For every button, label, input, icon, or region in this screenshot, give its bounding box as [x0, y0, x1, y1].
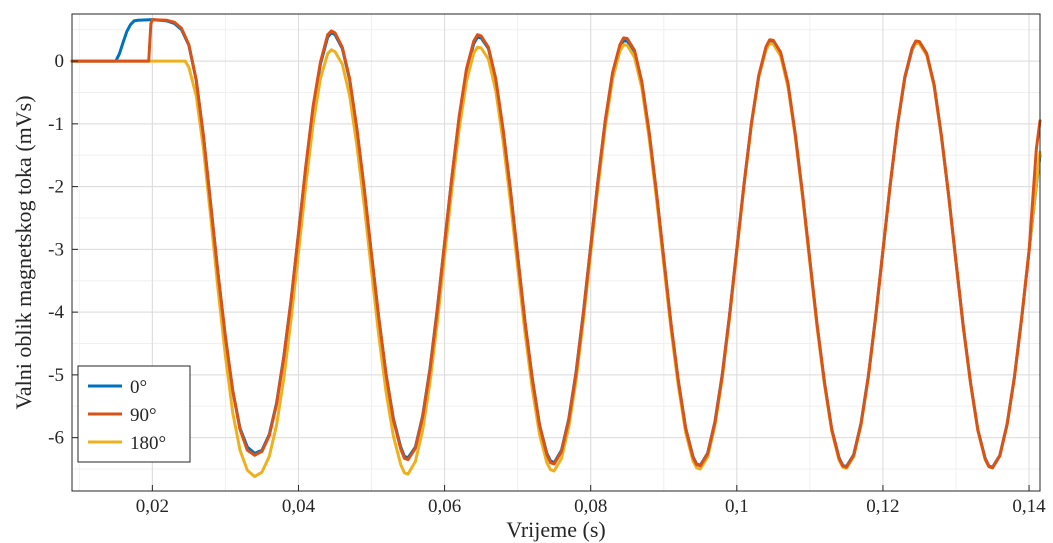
- y-tick-label: 0: [55, 51, 65, 72]
- y-tick-label: -6: [48, 428, 64, 449]
- tick-labels: 0,02 0,04 0,06 0,08 0,1 0,12 0,14 0 -1 -2 -3 -4 -5 -6: [48, 51, 1046, 517]
- y-axis-label: Valni oblik magnetskog toka (mVs): [11, 95, 36, 409]
- y-tick-label: -4: [48, 302, 64, 323]
- axis-ticks: [72, 60, 1030, 491]
- x-tick-label: 0,14: [1012, 496, 1046, 517]
- x-tick-label: 0,02: [136, 496, 169, 517]
- legend: 0° 90° 180°: [77, 365, 191, 463]
- plot-frame: [71, 13, 1041, 492]
- x-tick-label: 0,06: [428, 496, 461, 517]
- legend-label: 90°: [130, 405, 157, 426]
- legend-label: 180°: [130, 433, 166, 454]
- x-tick-label: 0,12: [866, 496, 899, 517]
- x-tick-label: 0,1: [725, 496, 749, 517]
- y-tick-label: -2: [48, 177, 64, 198]
- series-layer: [70, 18, 1042, 479]
- y-tick-label: -5: [48, 365, 64, 386]
- y-tick-label: -1: [48, 114, 64, 135]
- x-tick-label: 0,08: [574, 496, 607, 517]
- x-tick-label: 0,04: [282, 496, 316, 517]
- legend-label: 0°: [130, 377, 147, 398]
- x-axis-label: Vrijeme (s): [506, 517, 605, 542]
- y-tick-label: -3: [48, 239, 64, 260]
- series-line-1: [70, 18, 1042, 470]
